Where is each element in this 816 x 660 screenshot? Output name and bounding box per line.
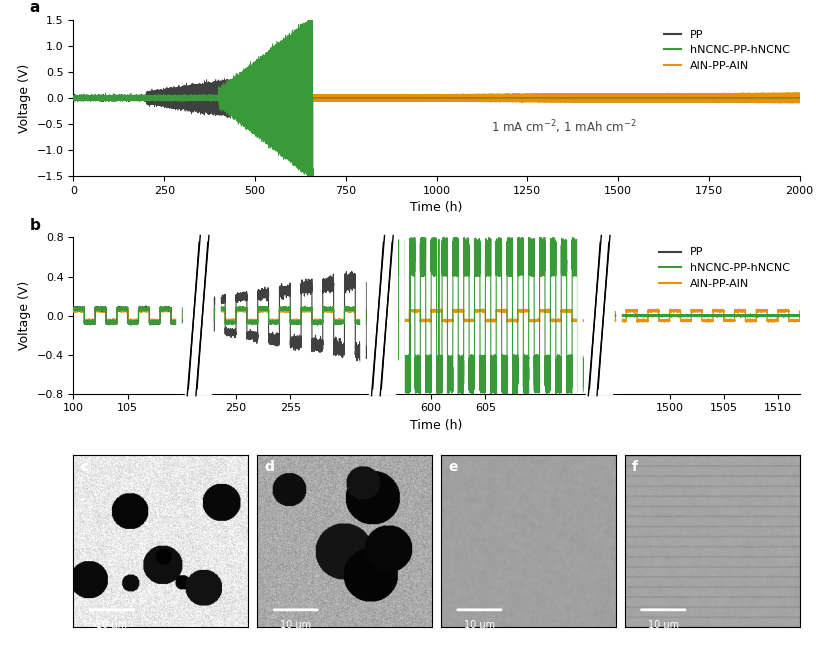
X-axis label: Time (h): Time (h) bbox=[410, 419, 463, 432]
X-axis label: Time (h): Time (h) bbox=[410, 201, 463, 214]
Text: 10 μm: 10 μm bbox=[96, 620, 127, 630]
Text: e: e bbox=[448, 460, 458, 475]
Y-axis label: Voltage (V): Voltage (V) bbox=[18, 281, 31, 350]
Y-axis label: Voltage (V): Voltage (V) bbox=[18, 63, 31, 133]
Text: c: c bbox=[81, 460, 89, 475]
Legend: PP, hNCNC-PP-hNCNC, AlN-PP-AlN: PP, hNCNC-PP-hNCNC, AlN-PP-AlN bbox=[654, 243, 794, 293]
Text: d: d bbox=[264, 460, 274, 475]
Text: b: b bbox=[30, 218, 41, 232]
Text: f: f bbox=[632, 460, 637, 475]
Text: 1 mA cm$^{-2}$, 1 mAh cm$^{-2}$: 1 mA cm$^{-2}$, 1 mAh cm$^{-2}$ bbox=[491, 118, 636, 135]
Legend: PP, hNCNC-PP-hNCNC, AlN-PP-AlN: PP, hNCNC-PP-hNCNC, AlN-PP-AlN bbox=[659, 25, 794, 75]
Text: 10 μm: 10 μm bbox=[463, 620, 495, 630]
Text: a: a bbox=[30, 0, 40, 15]
Text: 10 μm: 10 μm bbox=[648, 620, 679, 630]
Text: 10 μm: 10 μm bbox=[280, 620, 311, 630]
